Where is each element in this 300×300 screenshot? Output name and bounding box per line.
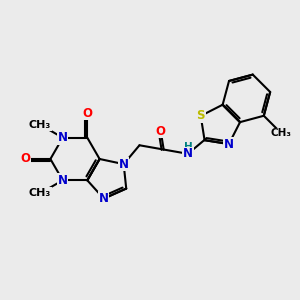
Text: S: S — [196, 110, 205, 122]
Text: N: N — [183, 147, 193, 160]
Text: CH₃: CH₃ — [271, 128, 292, 138]
Text: H: H — [184, 142, 192, 152]
Text: N: N — [58, 131, 68, 144]
Text: O: O — [82, 106, 92, 120]
Text: N: N — [119, 158, 129, 171]
Text: N: N — [58, 174, 68, 187]
Text: CH₃: CH₃ — [29, 120, 51, 130]
Text: N: N — [99, 192, 109, 205]
Text: O: O — [156, 124, 166, 138]
Text: N: N — [224, 137, 234, 151]
Text: CH₃: CH₃ — [29, 188, 51, 198]
Text: O: O — [21, 152, 31, 166]
